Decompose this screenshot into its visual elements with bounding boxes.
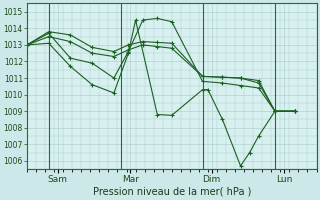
X-axis label: Pression niveau de la mer( hPa ): Pression niveau de la mer( hPa ) (92, 187, 251, 197)
